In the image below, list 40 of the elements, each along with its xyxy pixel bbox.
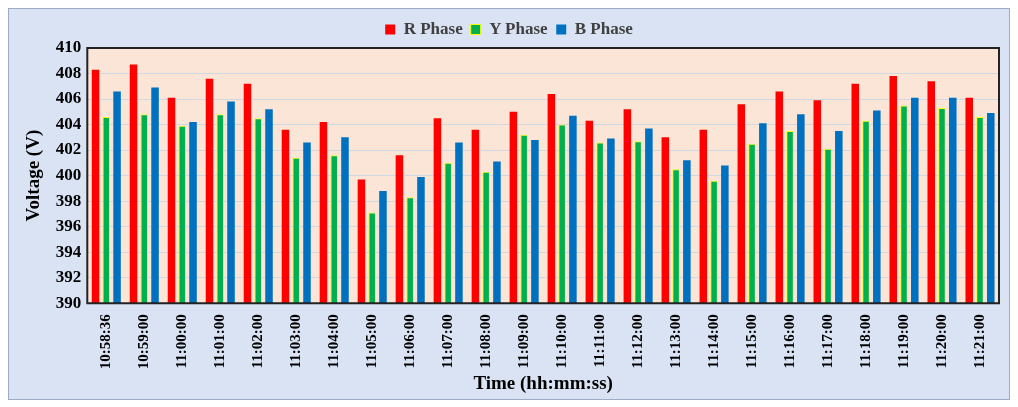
y-tick-label: 390 [55,292,82,312]
x-tick-label: 11:10:00 [553,314,570,369]
x-tick-label: 11:03:00 [287,314,304,369]
y-tick-label: 408 [55,62,82,82]
x-tick-label: 11:00:00 [173,314,190,369]
y-tick-label: 402 [55,139,82,159]
x-tick-label: 10:59:00 [135,314,152,370]
y-tick-label: 394 [55,241,82,261]
x-tick-label: 11:02:00 [249,314,266,369]
x-tick-label: 10:58:36 [97,313,114,370]
legend-label: B Phase [574,18,634,38]
x-tick-label: 11:13:00 [666,314,683,369]
legend-label: R Phase [403,18,464,38]
x-tick-label: 11:07:00 [439,314,456,369]
y-tick-label: 396 [55,216,82,236]
x-tick-label: 11:05:00 [363,314,380,369]
x-tick-label: 11:04:00 [325,314,342,369]
x-tick-label: 11:06:00 [401,314,418,369]
x-tick-label: 11:16:00 [780,314,797,369]
x-tick-label: 11:20:00 [932,314,949,369]
x-tick-label: 11:01:00 [211,314,228,369]
x-tick-label: 11:15:00 [742,314,759,369]
legend-label: Y Phase [489,18,549,38]
y-tick-label: 406 [55,88,82,108]
x-tick-label: 11:11:00 [591,314,608,368]
x-tick-label: 11:18:00 [856,314,873,369]
y-tick-label: 410 [55,37,82,57]
y-axis-title: Voltage (V) [22,129,45,222]
x-tick-label: 11:08:00 [477,314,494,369]
x-tick-label: 11:17:00 [818,314,835,369]
x-tick-label: 11:09:00 [515,314,532,369]
x-tick-label: 11:14:00 [704,314,721,369]
x-tick-label: 11:12:00 [628,314,645,369]
y-tick-label: 392 [55,267,82,287]
y-tick-label: 398 [55,190,82,210]
x-axis-title: Time (hh:mm:ss) [473,371,613,394]
x-tick-label: 11:19:00 [894,314,911,369]
x-tick-label: 11:21:00 [970,314,987,369]
y-tick-label: 400 [55,165,82,184]
y-tick-label: 404 [55,113,82,133]
